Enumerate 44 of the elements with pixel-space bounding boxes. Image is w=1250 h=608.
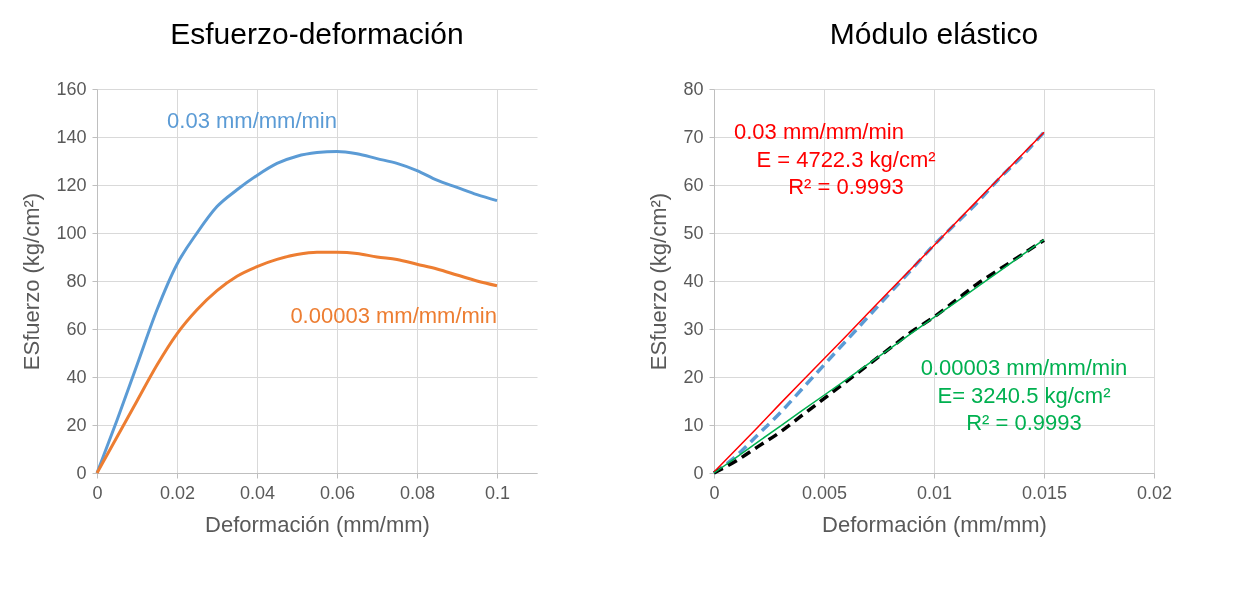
y-tick-label: 120 [56, 174, 87, 195]
x-axis-title: Deformación (mm/mm) [205, 511, 430, 537]
y-tick-label: 40 [683, 270, 704, 291]
y-axis-title: ESfuerzo (kg/cm²) [646, 192, 672, 371]
y-tick-label: 50 [683, 222, 704, 243]
x-tick-label: 0.005 [801, 482, 848, 503]
series-label: 0.00003 mm/mm/min [290, 302, 497, 328]
x-tick-label: 0.02 [159, 482, 196, 503]
x-tick-label: 0.02 [1136, 482, 1173, 503]
x-tick-label: 0.01 [916, 482, 953, 503]
y-tick-label: 30 [683, 318, 704, 339]
y-tick-label: 0 [693, 462, 704, 483]
y-tick-label: 80 [683, 78, 704, 99]
annotation: R² = 0.9993 [788, 174, 904, 200]
x-tick-label: 0.015 [1021, 482, 1068, 503]
y-tick-label: 70 [683, 126, 704, 147]
y-tick-label: 80 [66, 270, 87, 291]
y-tick-label: 40 [66, 366, 87, 387]
x-tick-label: 0 [92, 482, 103, 503]
x-tick-label: 0.08 [399, 482, 436, 503]
y-tick-label: 140 [56, 126, 87, 147]
annotation: E= 3240.5 kg/cm² [937, 382, 1111, 408]
chart-title: Módulo elástico [829, 17, 1039, 50]
x-tick-label: 0.04 [239, 482, 276, 503]
line-series [95, 250, 499, 475]
y-tick-label: 0 [76, 462, 87, 483]
y-axis-title: ESfuerzo (kg/cm²) [19, 192, 45, 371]
series-label: 0.00003 mm/mm/min [920, 355, 1128, 381]
y-tick-label: 60 [683, 174, 704, 195]
x-axis-title: Deformación (mm/mm) [822, 511, 1047, 537]
y-tick-label: 160 [56, 78, 87, 99]
annotation: R² = 0.9993 [966, 410, 1082, 436]
y-tick-label: 20 [66, 414, 87, 435]
annotation: E = 4722.3 kg/cm² [756, 146, 936, 172]
x-tick-label: 0.1 [484, 482, 511, 503]
series-label: 0.03 mm/mm/min [167, 108, 337, 134]
y-tick-label: 100 [56, 222, 87, 243]
y-tick-label: 60 [66, 318, 87, 339]
text: 0.03 mm/mm/min [734, 119, 904, 145]
x-tick-label: 0 [709, 482, 720, 503]
chart-title: Esfuerzo-deformación [170, 17, 464, 50]
y-tick-label: 10 [683, 414, 704, 435]
y-tick-label: 20 [683, 366, 704, 387]
x-tick-label: 0.06 [319, 482, 356, 503]
